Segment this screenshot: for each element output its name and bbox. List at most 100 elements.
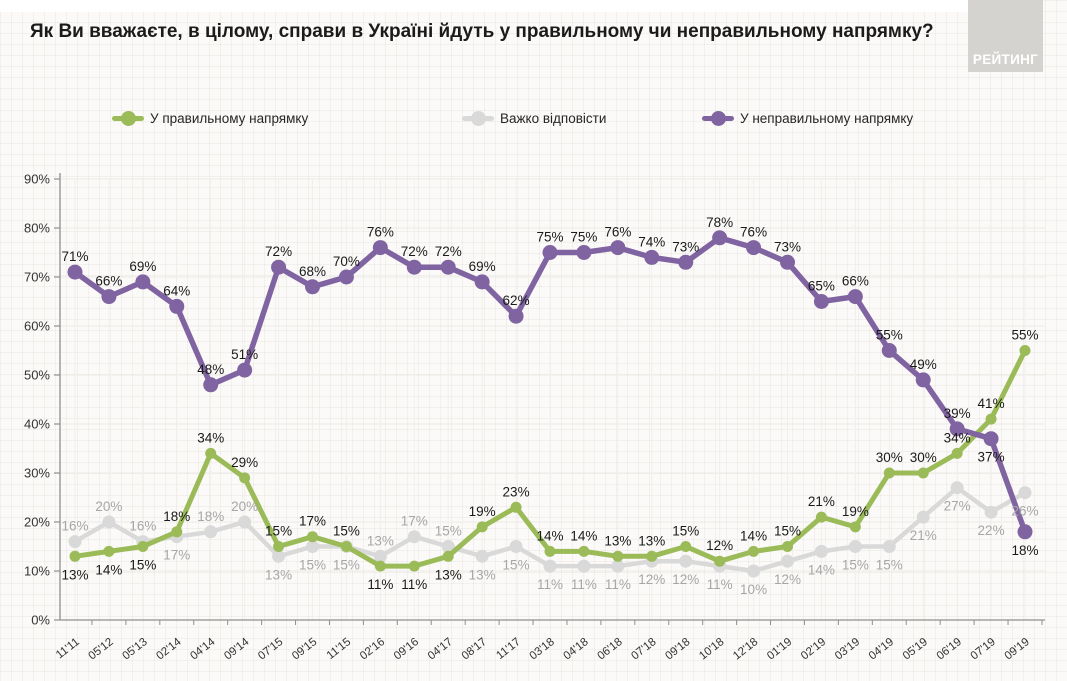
svg-text:20%: 20% [24,515,50,530]
svg-text:72%: 72% [401,244,428,259]
svg-text:11'15: 11'15 [325,636,354,662]
svg-text:62%: 62% [503,293,530,308]
svg-text:30%: 30% [910,450,937,465]
svg-text:02'16: 02'16 [358,636,387,663]
svg-text:50%: 50% [24,368,50,383]
svg-text:18%: 18% [163,509,190,524]
svg-text:80%: 80% [24,221,50,236]
svg-text:18%: 18% [197,509,224,524]
svg-text:13%: 13% [367,533,394,548]
svg-text:27%: 27% [944,499,971,514]
svg-text:41%: 41% [978,396,1005,411]
svg-text:51%: 51% [231,347,258,362]
svg-text:75%: 75% [570,230,597,245]
svg-text:11%: 11% [401,577,427,592]
svg-text:17%: 17% [299,514,326,529]
svg-text:02'19: 02'19 [799,636,828,663]
svg-text:68%: 68% [299,264,326,279]
svg-text:07'18: 07'18 [629,636,658,663]
svg-text:05'12: 05'12 [86,636,115,663]
svg-text:03'18: 03'18 [528,636,557,663]
legend-marker-gray-icon [462,111,494,126]
series-line-0 [69,345,1031,572]
svg-text:72%: 72% [435,244,462,259]
svg-text:76%: 76% [604,225,631,240]
series-line-2 [67,230,1033,540]
svg-text:06'18: 06'18 [595,636,624,663]
svg-text:13%: 13% [61,567,88,582]
legend-marker-purple-icon [702,111,734,126]
svg-text:15%: 15% [503,558,530,573]
svg-text:76%: 76% [367,225,394,240]
svg-text:60%: 60% [24,319,50,334]
svg-text:11'17: 11'17 [494,636,523,662]
svg-text:70%: 70% [333,254,360,269]
svg-text:26%: 26% [1011,504,1038,519]
svg-text:72%: 72% [265,244,292,259]
svg-text:20%: 20% [231,499,258,514]
svg-text:15%: 15% [774,524,801,539]
svg-text:13%: 13% [435,567,462,582]
svg-text:19%: 19% [842,504,869,519]
axes [59,173,1045,625]
svg-text:20%: 20% [95,499,122,514]
svg-text:15%: 15% [842,558,869,573]
svg-text:07'19: 07'19 [969,636,998,663]
series-labels-2: 71% 66% 69% 64% 48% 51% 72% 68% 70% 76% 72% 72% 69% 6… [61,215,1038,558]
svg-text:90%: 90% [24,172,50,187]
svg-text:21%: 21% [808,494,835,509]
top-strip [0,0,968,12]
svg-text:12%: 12% [672,572,699,587]
svg-text:05'19: 05'19 [901,636,930,663]
svg-text:11%: 11% [571,577,597,592]
svg-text:17%: 17% [163,548,190,563]
legend-item-wrong-direction: У неправильному напрямку [702,111,913,126]
svg-text:17%: 17% [401,514,428,529]
svg-text:30%: 30% [876,450,903,465]
svg-text:15%: 15% [265,524,292,539]
svg-text:66%: 66% [95,274,122,289]
legend-item-hard-to-answer: Важко відповісти [462,111,606,126]
svg-text:03'19: 03'19 [833,636,862,663]
svg-text:05'13: 05'13 [120,636,149,663]
svg-text:15%: 15% [435,524,462,539]
svg-text:15%: 15% [333,524,360,539]
series-labels-1: 16% 20% 16% 17% 18% 20% 13% 15% 15% 13% 17% 15% 13% 1… [61,499,1038,597]
svg-text:10%: 10% [24,564,50,579]
svg-text:74%: 74% [638,234,665,249]
svg-text:39%: 39% [944,406,971,421]
svg-text:40%: 40% [24,417,50,432]
svg-text:07'15: 07'15 [256,636,285,663]
svg-text:12%: 12% [774,572,801,587]
svg-text:04'18: 04'18 [561,636,590,663]
svg-text:14%: 14% [808,562,835,577]
svg-text:13%: 13% [638,533,665,548]
svg-text:09'14: 09'14 [222,636,252,663]
legend-label-right-direction: У правильному напрямку [150,111,309,126]
svg-text:19%: 19% [469,504,496,519]
svg-text:55%: 55% [876,328,903,343]
svg-text:11%: 11% [367,577,393,592]
svg-text:10%: 10% [740,582,767,597]
svg-text:29%: 29% [231,455,258,470]
svg-text:22%: 22% [978,523,1005,538]
x-gridlines [74,179,1026,620]
legend-marker-green-icon [112,111,144,126]
x-axis-labels: 11'11 05'12 05'13 02'14 04'14 09'14 07'15 09'15… [54,636,1032,663]
page-title: Як Ви вважаєте, в цілому, справи в Украї… [30,21,934,42]
svg-text:06'19: 06'19 [935,636,964,663]
svg-text:15%: 15% [129,558,156,573]
svg-text:08'17: 08'17 [460,636,489,663]
svg-text:37%: 37% [978,450,1005,465]
svg-text:02'14: 02'14 [154,636,184,663]
svg-text:55%: 55% [1011,328,1038,343]
svg-text:15%: 15% [333,558,360,573]
svg-text:34%: 34% [197,430,224,445]
svg-text:70%: 70% [24,270,50,285]
svg-text:66%: 66% [842,274,869,289]
svg-text:14%: 14% [740,528,767,543]
svg-text:13%: 13% [604,533,631,548]
rating-group-logo: РЕЙТИНГ [968,0,1043,72]
svg-text:65%: 65% [808,279,835,294]
